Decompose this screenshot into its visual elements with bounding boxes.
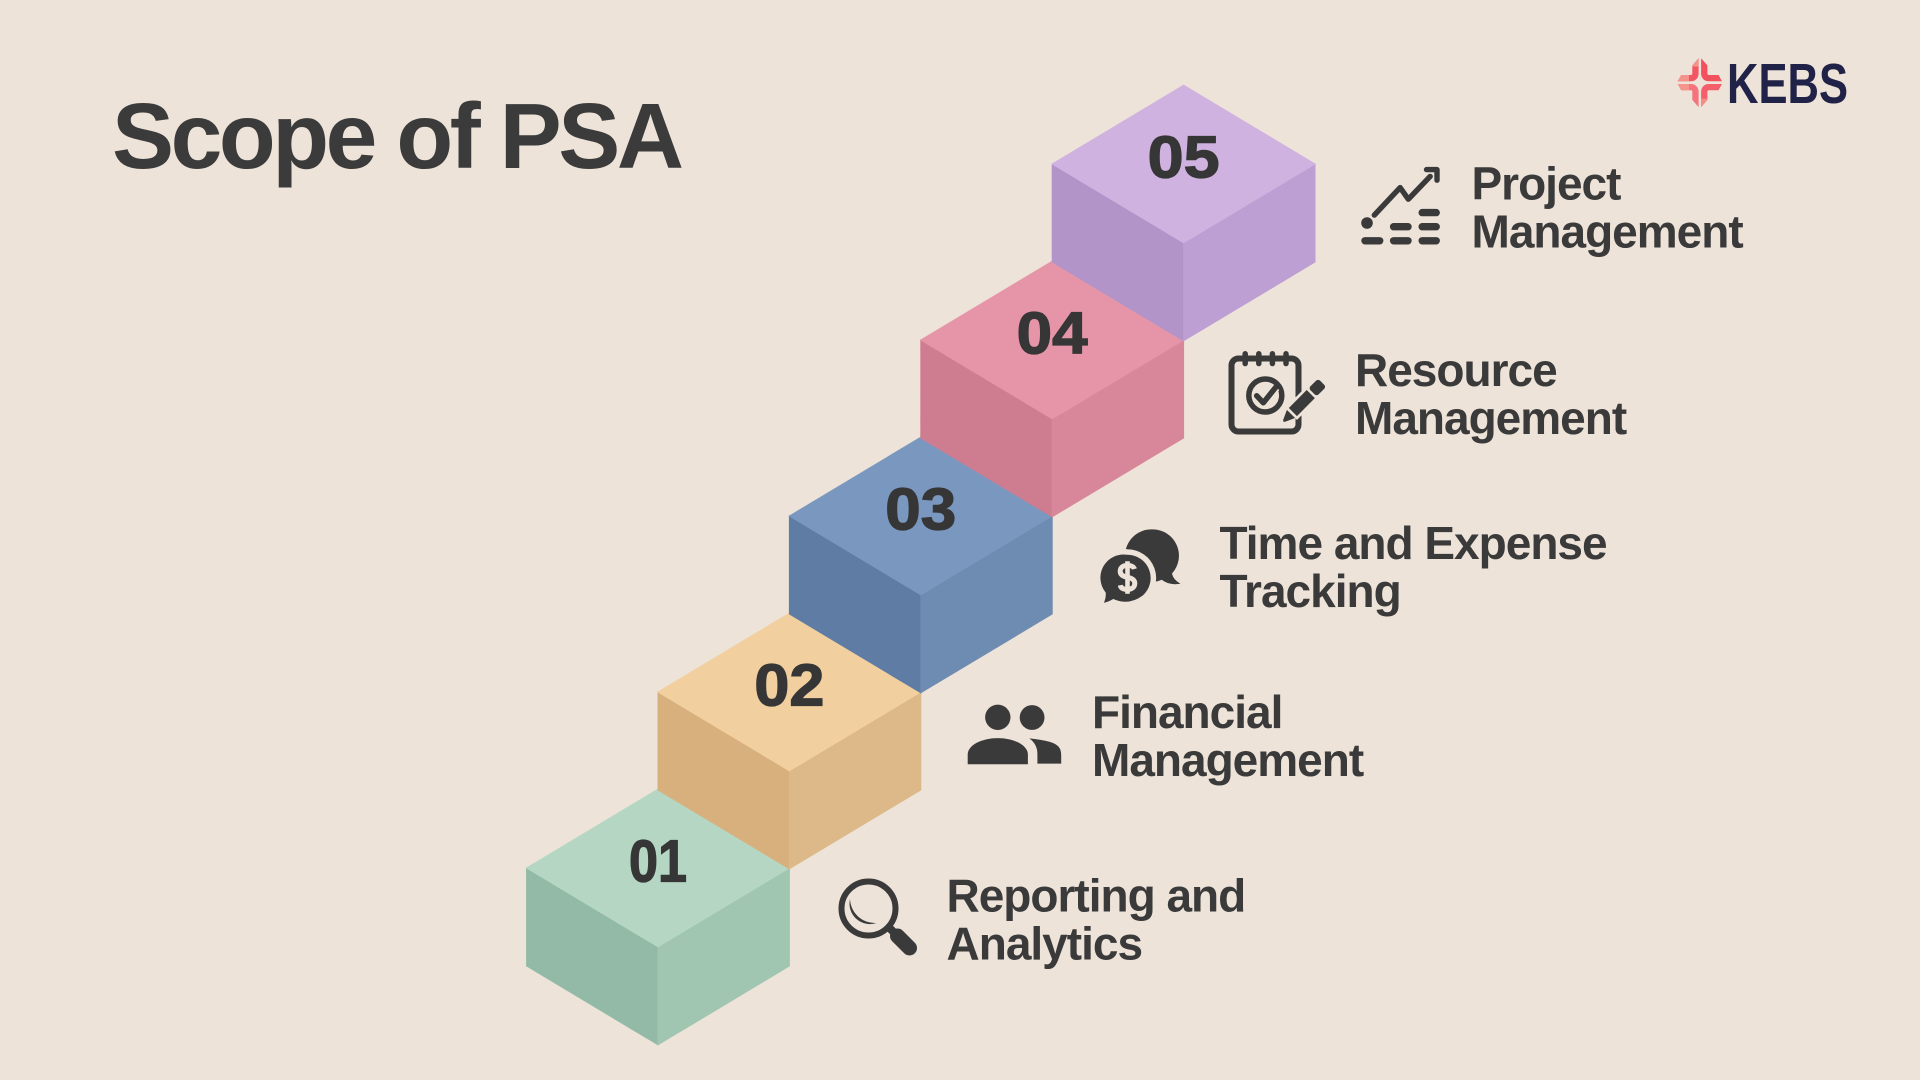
- svg-text:Management: Management: [1092, 734, 1364, 786]
- svg-text:04: 04: [1017, 301, 1088, 367]
- svg-text:Resource: Resource: [1355, 344, 1557, 396]
- svg-text:03: 03: [885, 477, 956, 543]
- svg-text:Scope of PSA: Scope of PSA: [112, 84, 684, 188]
- svg-text:Time and Expense: Time and Expense: [1220, 517, 1608, 569]
- svg-text:Financial: Financial: [1092, 686, 1282, 738]
- svg-text:05: 05: [1148, 125, 1220, 191]
- svg-text:KEBS: KEBS: [1727, 52, 1848, 116]
- svg-text:02: 02: [754, 653, 824, 719]
- svg-text:Tracking: Tracking: [1220, 565, 1401, 617]
- svg-text:01: 01: [629, 829, 687, 895]
- svg-text:Management: Management: [1355, 392, 1627, 444]
- svg-text:Analytics: Analytics: [947, 918, 1143, 970]
- svg-text:Reporting and: Reporting and: [947, 870, 1246, 922]
- svg-text:Management: Management: [1472, 206, 1744, 258]
- svg-text:Project: Project: [1472, 158, 1622, 210]
